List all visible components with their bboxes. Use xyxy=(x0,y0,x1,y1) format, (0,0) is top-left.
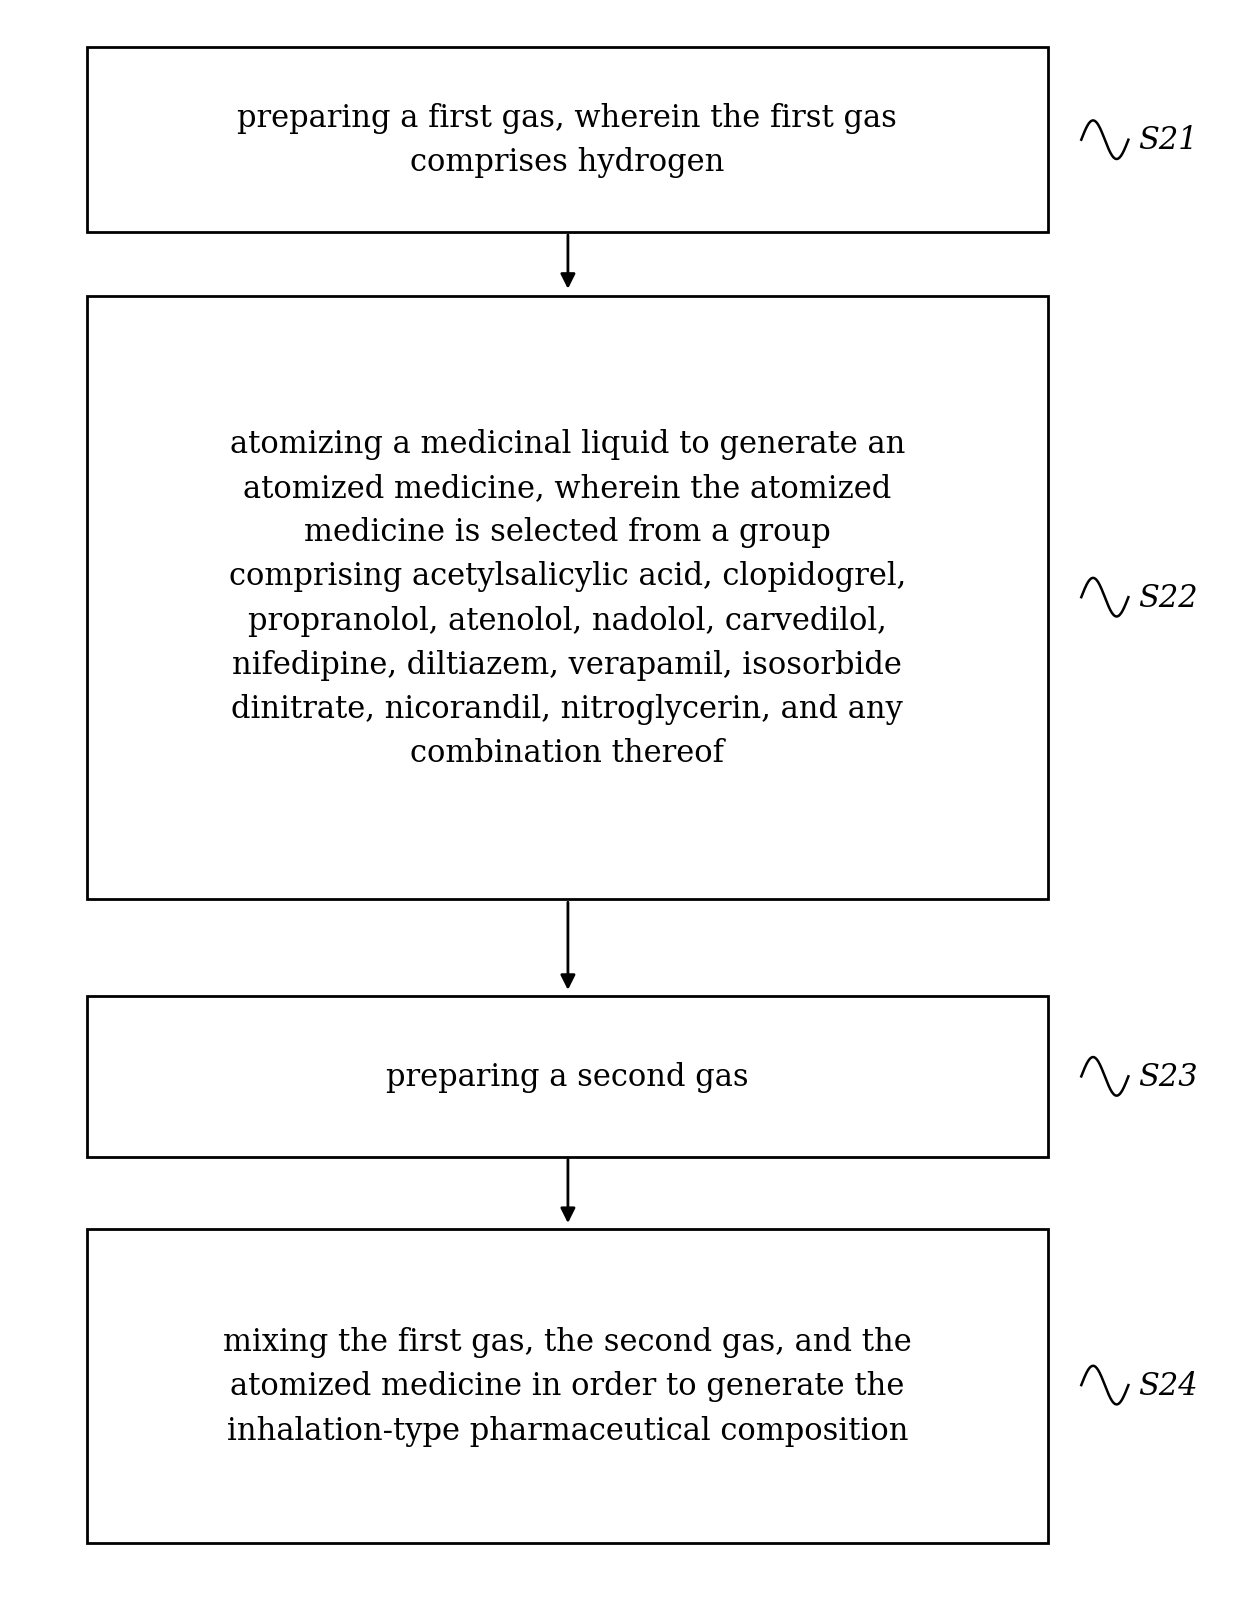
Bar xyxy=(87,996,1048,1157)
Text: S22: S22 xyxy=(1138,582,1198,614)
Text: S21: S21 xyxy=(1138,125,1198,156)
Text: S24: S24 xyxy=(1138,1369,1198,1401)
Text: atomizing a medicinal liquid to generate an
atomized medicine, wherein the atomi: atomizing a medicinal liquid to generate… xyxy=(228,429,906,768)
Bar xyxy=(87,1229,1048,1543)
Text: S23: S23 xyxy=(1138,1061,1198,1093)
Text: preparing a first gas, wherein the first gas
comprises hydrogen: preparing a first gas, wherein the first… xyxy=(237,103,898,178)
Bar xyxy=(87,297,1048,900)
Text: mixing the first gas, the second gas, and the
atomized medicine in order to gene: mixing the first gas, the second gas, an… xyxy=(223,1326,911,1446)
Bar xyxy=(87,48,1048,233)
Text: preparing a second gas: preparing a second gas xyxy=(386,1061,749,1093)
